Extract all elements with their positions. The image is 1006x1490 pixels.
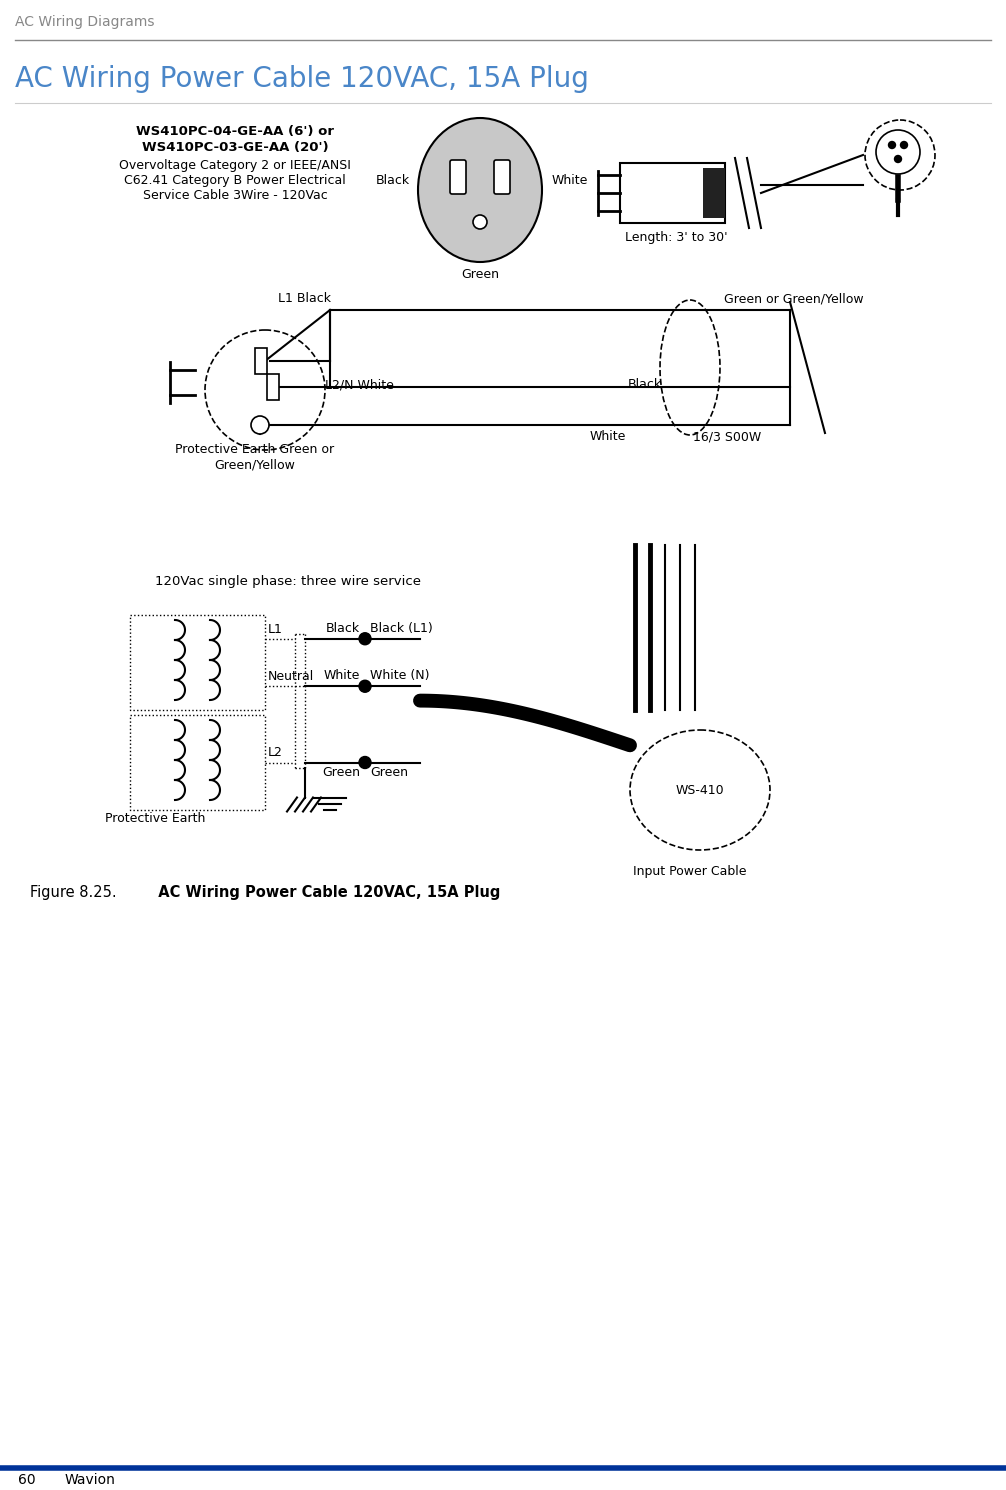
Text: Black: Black: [326, 621, 360, 635]
Circle shape: [205, 329, 325, 450]
Text: Neutral: Neutral: [268, 670, 314, 684]
Text: Protective Earth: Protective Earth: [105, 812, 205, 825]
FancyBboxPatch shape: [494, 159, 510, 194]
Text: Figure 8.25.: Figure 8.25.: [30, 885, 117, 900]
Ellipse shape: [418, 118, 542, 262]
Text: Input Power Cable: Input Power Cable: [633, 866, 746, 878]
Text: Wavion: Wavion: [65, 1474, 116, 1487]
Ellipse shape: [630, 730, 770, 849]
Text: White: White: [324, 669, 360, 682]
Text: L1 Black: L1 Black: [279, 292, 332, 305]
Circle shape: [359, 681, 371, 693]
Circle shape: [900, 142, 907, 149]
Text: Service Cable 3Wire - 120Vac: Service Cable 3Wire - 120Vac: [143, 189, 327, 203]
Text: WS-410: WS-410: [676, 784, 724, 797]
Text: Green: Green: [322, 766, 360, 779]
Text: WS410PC-04-GE-AA (6') or: WS410PC-04-GE-AA (6') or: [136, 125, 334, 139]
Text: Green or Green/Yellow: Green or Green/Yellow: [724, 292, 863, 305]
Ellipse shape: [473, 215, 487, 229]
Bar: [620, 162, 725, 224]
Bar: [267, 374, 279, 399]
Circle shape: [252, 416, 269, 434]
Bar: [130, 615, 265, 711]
Text: L2/N White: L2/N White: [325, 378, 394, 392]
Text: Black (L1): Black (L1): [370, 621, 433, 635]
Text: L1: L1: [268, 623, 283, 636]
Text: 120Vac single phase: three wire service: 120Vac single phase: three wire service: [155, 575, 421, 589]
Text: White (N): White (N): [370, 669, 430, 682]
Text: Black: Black: [376, 173, 410, 186]
Text: White: White: [552, 173, 589, 186]
Circle shape: [359, 633, 371, 645]
Text: White: White: [590, 431, 627, 443]
Text: Overvoltage Category 2 or IEEE/ANSI: Overvoltage Category 2 or IEEE/ANSI: [119, 159, 351, 171]
Circle shape: [359, 757, 371, 769]
Text: L2: L2: [268, 746, 283, 760]
Text: Green: Green: [461, 268, 499, 282]
FancyBboxPatch shape: [450, 159, 466, 194]
Circle shape: [894, 155, 901, 162]
Bar: [703, 168, 725, 218]
Circle shape: [876, 130, 920, 174]
Text: C62.41 Category B Power Electrical: C62.41 Category B Power Electrical: [124, 174, 346, 188]
Bar: [130, 715, 265, 811]
Bar: [255, 349, 267, 374]
Text: Black: Black: [628, 378, 662, 392]
Text: 16/3 S00W: 16/3 S00W: [693, 431, 762, 443]
Text: Green: Green: [370, 766, 408, 779]
Circle shape: [888, 142, 895, 149]
Text: AC Wiring Power Cable 120VAC, 15A Plug: AC Wiring Power Cable 120VAC, 15A Plug: [148, 885, 500, 900]
Text: AC Wiring Diagrams: AC Wiring Diagrams: [15, 15, 155, 28]
Text: AC Wiring Power Cable 120VAC, 15A Plug: AC Wiring Power Cable 120VAC, 15A Plug: [15, 66, 589, 92]
Text: Protective Earth Green or
Green/Yellow: Protective Earth Green or Green/Yellow: [175, 443, 335, 471]
Text: 60: 60: [18, 1474, 35, 1487]
Text: Length: 3' to 30': Length: 3' to 30': [625, 231, 727, 244]
Text: WS410PC-03-GE-AA (20'): WS410PC-03-GE-AA (20'): [142, 142, 328, 153]
Circle shape: [865, 121, 935, 191]
